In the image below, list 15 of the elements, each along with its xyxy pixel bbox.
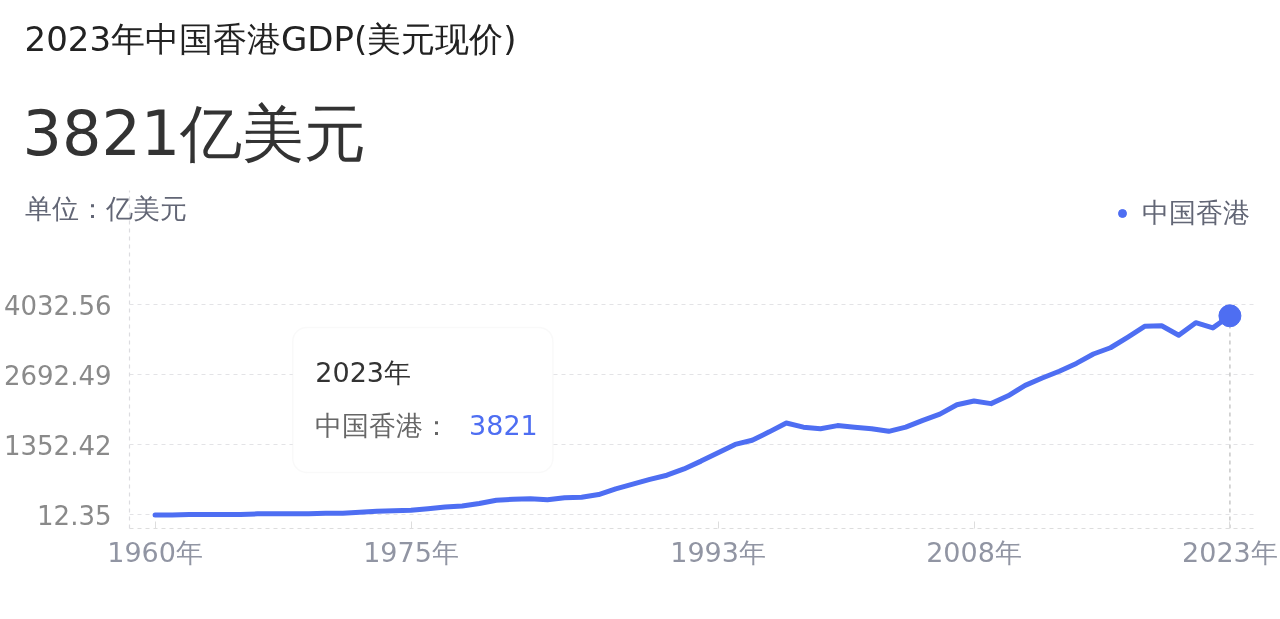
chart-title: 2023年中国香港GDP(美元现价) <box>24 19 517 59</box>
annotation: 中国香港： 3821 <box>315 409 538 442</box>
y-axis-title: 单位：亿美元 <box>24 193 187 224</box>
x-tick-label: 1960年 <box>107 536 203 568</box>
y-tick-label: 4032.56 <box>3 290 112 321</box>
x-tick-label: 1975年 <box>363 536 459 568</box>
x-tick-label: 2023年 <box>1182 536 1278 568</box>
annotation: 2023年 <box>315 356 412 388</box>
legend-label: 中国香港 <box>1142 196 1250 230</box>
y-tick-label: 2692.49 <box>3 360 112 391</box>
x-tick-label: 2008年 <box>926 536 1022 568</box>
y-tick-label: 1352.42 <box>3 430 112 461</box>
x-tick-label: 1993年 <box>670 536 766 568</box>
y-tick-label: 12.35 <box>37 500 112 531</box>
chart-subtitle: 3821亿美元 <box>22 97 367 170</box>
